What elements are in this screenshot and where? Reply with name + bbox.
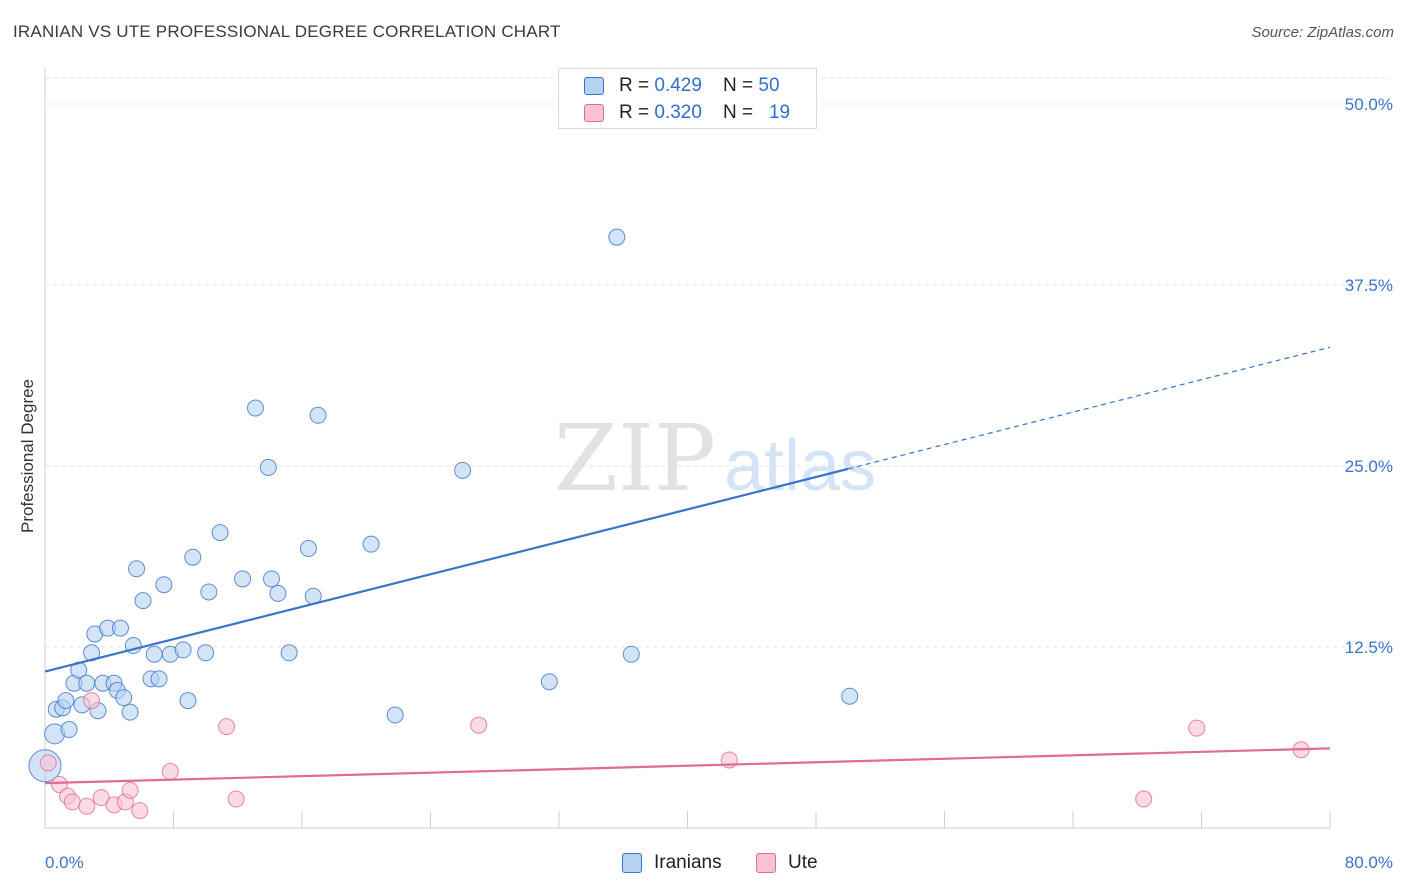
- ute-point: [92, 789, 110, 807]
- iranians-point: [622, 645, 640, 663]
- x-tick-label-max: 80.0%: [1345, 853, 1393, 872]
- legend-n-label: N =: [723, 75, 759, 96]
- ute-point: [39, 754, 57, 772]
- legend-text-iranians: R = 0.429 N = 50: [619, 75, 780, 97]
- iranians-point: [184, 548, 202, 566]
- legend-r-label: R =: [619, 75, 655, 96]
- iranians-point: [386, 706, 404, 724]
- tick-labels: 12.5% 25.0% 37.5% 50.0% 0.0% 80.0%: [45, 95, 1393, 872]
- x-tick-label-min: 0.0%: [45, 853, 84, 872]
- ute-point: [218, 718, 236, 736]
- bottom-legend-swatch-blue: [622, 853, 642, 873]
- iranians-point: [60, 721, 78, 739]
- iranians-point: [134, 592, 152, 610]
- iranians-point: [280, 644, 298, 662]
- bottom-legend-swatch-pink: [756, 853, 776, 873]
- gridlines: [45, 77, 1390, 648]
- iranians-point: [454, 461, 472, 479]
- ute-point: [470, 716, 488, 734]
- legend: R = 0.429 N = 50 R = 0.320 N = 19: [558, 68, 817, 129]
- iranians-point: [57, 692, 75, 710]
- iranians-point: [269, 584, 287, 602]
- iranians-point: [128, 560, 146, 578]
- ute-point: [63, 793, 81, 811]
- ute-point: [121, 781, 139, 799]
- chart-title: IRANIAN VS UTE PROFESSIONAL DEGREE CORRE…: [13, 22, 561, 41]
- iranians-point: [115, 689, 133, 707]
- iranians-point: [111, 619, 129, 637]
- source-label: Source: ZipAtlas.com: [1251, 24, 1394, 41]
- iranians-point: [179, 692, 197, 710]
- axes: [44, 68, 1331, 829]
- data-points: [28, 228, 1310, 820]
- legend-swatch-blue: [584, 77, 604, 95]
- bottom-legend-label-iranians: Iranians: [654, 852, 722, 873]
- watermark-zip: ZIP: [554, 405, 716, 512]
- iranians-point: [540, 673, 558, 691]
- iranians-point: [299, 540, 317, 558]
- ute-trend-line: [44, 747, 1331, 785]
- iranians-point: [259, 458, 277, 476]
- y-tick-label: 25.0%: [1345, 457, 1393, 476]
- iranians-trend-line: [44, 467, 849, 673]
- watermark-atlas: atlas: [724, 426, 876, 506]
- iranians-point: [234, 570, 252, 588]
- ute-point: [83, 692, 101, 710]
- ute-point: [227, 790, 245, 808]
- legend-text-ute: R = 0.320 N = 19: [619, 102, 790, 124]
- bottom-legend-label-ute: Ute: [788, 852, 818, 873]
- legend-r-label: R =: [619, 102, 655, 123]
- ute-point: [1188, 719, 1206, 737]
- ute-point: [131, 802, 149, 820]
- y-tick-label: 37.5%: [1345, 276, 1393, 295]
- iranians-point: [309, 406, 327, 424]
- ute-point: [1135, 790, 1153, 808]
- trend-lines: [44, 346, 1331, 785]
- legend-n-value: 50: [758, 75, 780, 96]
- iranians-point: [608, 228, 626, 246]
- iranians-point: [78, 674, 96, 692]
- watermark: ZIP atlas: [554, 405, 876, 512]
- legend-n-value: 19: [768, 102, 791, 123]
- ute-point: [78, 797, 96, 815]
- iranians-point: [121, 703, 139, 721]
- iranians-point: [145, 645, 163, 663]
- iranians-point: [211, 524, 229, 542]
- iranians-point: [174, 641, 192, 659]
- legend-r-value: 0.320: [654, 102, 702, 123]
- iranians-point: [262, 570, 280, 588]
- y-tick-label: 50.0%: [1345, 95, 1393, 114]
- ute-point: [50, 776, 68, 794]
- iranians-point: [197, 644, 215, 662]
- iranians-trend-extension: [847, 346, 1331, 470]
- legend-swatch-pink: [584, 104, 604, 122]
- iranians-point: [362, 535, 380, 553]
- iranians-point: [150, 670, 168, 688]
- ute-point: [161, 763, 179, 781]
- iranians-point: [841, 687, 859, 705]
- iranians-point: [155, 576, 173, 594]
- iranians-point: [200, 583, 218, 601]
- iranians-point: [246, 399, 264, 417]
- y-tick-label: 12.5%: [1345, 638, 1393, 657]
- legend-n-label: N =: [723, 102, 759, 123]
- legend-r-value: 0.429: [654, 75, 702, 96]
